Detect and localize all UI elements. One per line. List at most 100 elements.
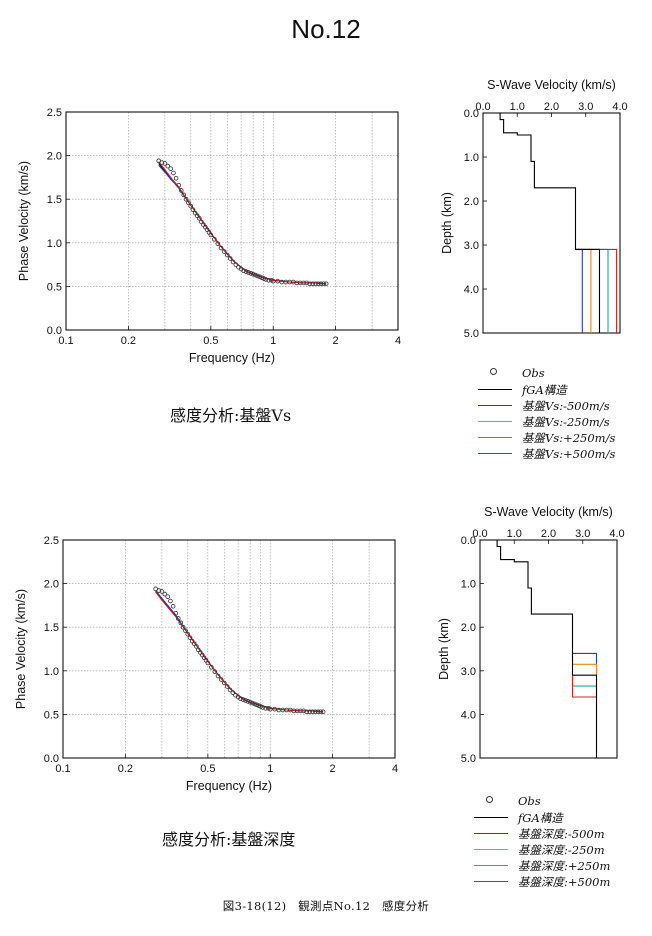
y-tick-label: 0.5 — [44, 709, 59, 721]
legend-label: 基盤Vs:+500m/s — [522, 447, 616, 461]
y-tick-label: 2.0 — [464, 196, 479, 208]
y-tick-label: 1.0 — [44, 666, 59, 678]
x-axis-title: Frequency (Hz) — [186, 779, 272, 793]
chart-title: S-Wave Velocity (km/s) — [487, 78, 616, 92]
y-tick-label: 5.0 — [461, 753, 476, 765]
y-axis-title: Depth (km) — [437, 618, 451, 680]
obs-point — [246, 270, 251, 275]
legend-line-swatch — [474, 817, 508, 818]
obs-point — [275, 278, 280, 284]
legend-line-swatch — [474, 849, 508, 850]
obs-point — [263, 705, 268, 711]
obs-point — [218, 245, 224, 251]
y-tick-label: 4.0 — [464, 284, 479, 296]
y-tick-label: 2.5 — [44, 535, 59, 547]
y-axis-title: Phase Velocity (km/s) — [14, 589, 28, 709]
obs-point — [294, 280, 300, 286]
legend-line-swatch — [478, 437, 512, 438]
obs-point — [313, 281, 318, 287]
obs-point — [186, 200, 191, 205]
x-tick-label: 1 — [267, 763, 273, 775]
obs-point — [165, 163, 171, 169]
obs-point — [294, 708, 300, 714]
x-tick-label: 2 — [333, 335, 339, 347]
obs-point — [227, 256, 233, 261]
y-tick-label: 3.0 — [464, 240, 479, 252]
obs-point — [266, 277, 271, 283]
x-tick-label: 0.1 — [58, 335, 73, 347]
x-tick-label: 1 — [270, 335, 276, 347]
y-tick-label: 1.5 — [44, 622, 59, 634]
plot-frame — [65, 111, 399, 331]
obs-point — [243, 269, 249, 274]
y-axis-title: Depth (km) — [440, 192, 454, 254]
x-tick-label: 3.0 — [578, 101, 593, 113]
figure-caption: 図3-18(12) 観測点No.12 感度分析 — [222, 899, 430, 913]
obs-point — [267, 706, 273, 712]
caption-sensitivity-vs: 感度分析:基盤Vs — [170, 406, 292, 425]
y-tick-label: 0.0 — [464, 108, 479, 120]
legend-label: fGA構造 — [522, 383, 567, 397]
obs-point — [185, 631, 191, 637]
legend-line-swatch — [478, 453, 512, 454]
profile-line — [572, 663, 598, 676]
x-tick-label: 0.2 — [118, 763, 133, 775]
y-tick-label: 1.5 — [47, 194, 62, 206]
obs-point — [188, 203, 194, 209]
obs-point — [253, 272, 258, 278]
legend-line-swatch — [474, 865, 508, 866]
obs-point — [270, 278, 276, 284]
legend-label: 基盤深度:+500m — [518, 875, 611, 889]
legend-label: Obs — [518, 794, 541, 808]
obs-point — [162, 591, 168, 597]
x-tick-label: 0.5 — [200, 763, 215, 775]
obs-point — [321, 281, 326, 287]
obs-point — [187, 635, 193, 640]
obs-point — [221, 249, 227, 254]
obs-point — [252, 701, 257, 707]
obs-point — [263, 277, 269, 282]
obs-point — [176, 182, 182, 188]
obs-point — [301, 708, 306, 714]
y-tick-label: 1.0 — [464, 152, 479, 164]
obs-point — [197, 216, 202, 221]
obs-point — [162, 161, 168, 166]
obs-point — [316, 281, 321, 287]
y-tick-label: 0.0 — [47, 325, 62, 337]
legend-label: 基盤深度:-500m — [518, 827, 605, 841]
obs-point — [247, 699, 253, 705]
x-tick-label: 3.0 — [575, 528, 590, 540]
x-tick-label: 0.0 — [472, 528, 487, 540]
obs-point — [291, 708, 297, 714]
legend-marker — [490, 368, 497, 375]
x-tick-label: 1.0 — [507, 528, 522, 540]
x-tick-label: 2 — [330, 763, 336, 775]
legend-marker — [486, 796, 493, 803]
obs-point — [313, 709, 318, 715]
obs-point — [254, 702, 259, 708]
profile-line — [499, 113, 601, 333]
x-tick-label: 0.1 — [55, 763, 70, 775]
obs-point — [156, 588, 162, 593]
obs-point — [260, 705, 266, 710]
x-tick-label: 4 — [392, 763, 398, 775]
obs-point — [178, 188, 184, 193]
legend-line-swatch — [478, 405, 512, 406]
obs-point — [230, 690, 236, 695]
profile-line — [571, 675, 597, 687]
obs-point — [173, 175, 179, 181]
obs-point — [165, 594, 170, 599]
obs-point — [257, 274, 262, 280]
legend-sensitivity-depth: Obs fGA構造 基盤深度:-500m 基盤深度:-250m 基盤深度:+250m 基盤… — [474, 794, 644, 890]
legend-line-swatch — [478, 389, 512, 390]
x-tick-label: 1.0 — [510, 101, 525, 113]
legend-line-swatch — [474, 881, 508, 882]
obs-point — [248, 271, 254, 276]
legend-label: 基盤Vs:-500m/s — [522, 399, 610, 413]
x-tick-label: 4.0 — [612, 101, 627, 113]
obs-point — [233, 262, 239, 267]
legend-line-swatch — [474, 833, 508, 834]
obs-point — [238, 696, 243, 702]
y-tick-label: 1.0 — [47, 238, 62, 250]
